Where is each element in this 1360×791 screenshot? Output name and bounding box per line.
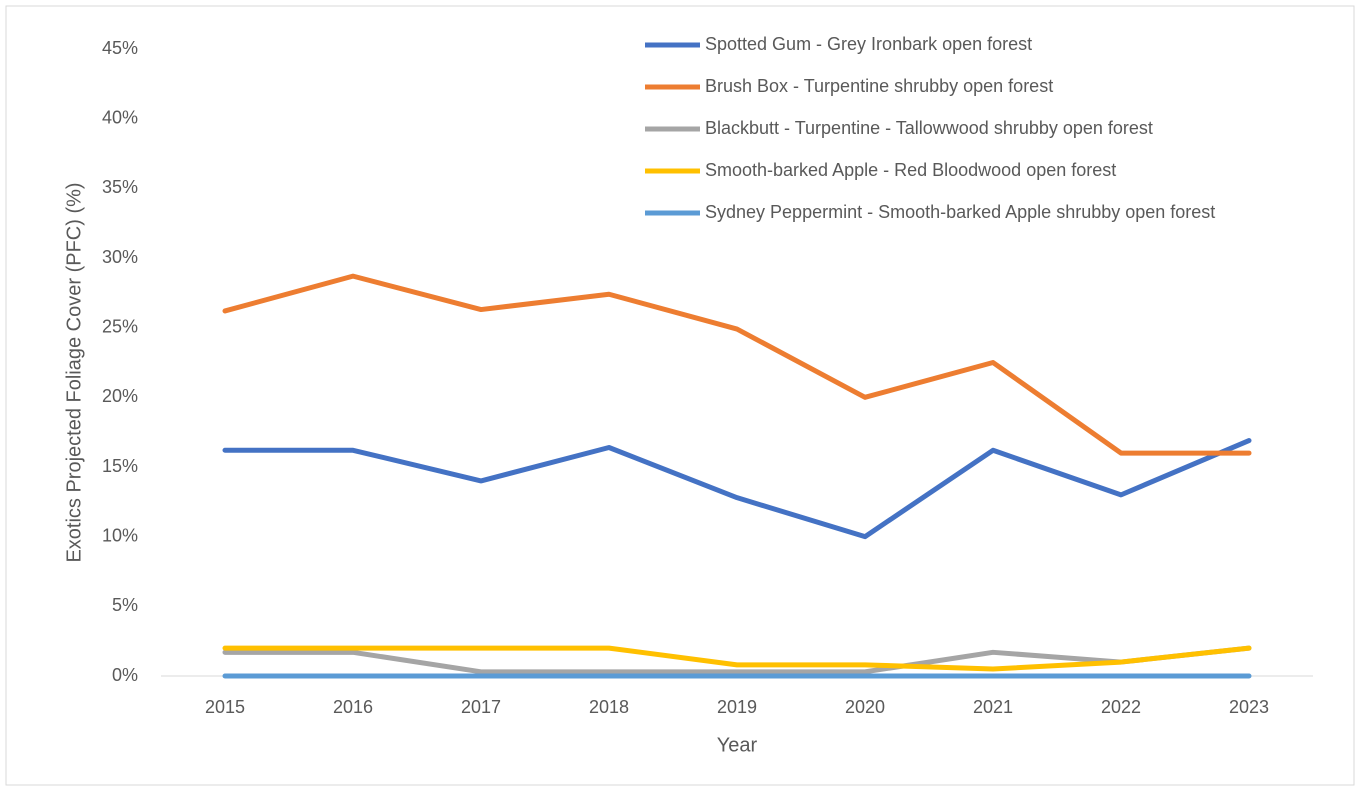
y-tick-label: 30% — [102, 247, 138, 267]
y-tick-label: 10% — [102, 525, 138, 545]
series-line — [222, 273, 1252, 456]
x-tick-label: 2020 — [845, 697, 885, 717]
x-tick-label: 2017 — [461, 697, 501, 717]
x-axis-label: Year — [717, 734, 758, 756]
x-tick-label: 2023 — [1229, 697, 1269, 717]
x-tick-label: 2018 — [589, 697, 629, 717]
series-line — [222, 438, 1252, 540]
x-tick-label: 2021 — [973, 697, 1013, 717]
y-tick-label: 40% — [102, 107, 138, 127]
legend-label: Spotted Gum - Grey Ironbark open forest — [705, 34, 1032, 54]
legend-label: Smooth-barked Apple - Red Bloodwood open… — [705, 160, 1116, 180]
legend-label: Sydney Peppermint - Smooth-barked Apple … — [705, 202, 1215, 222]
x-tick-label: 2022 — [1101, 697, 1141, 717]
y-tick-label: 0% — [112, 665, 138, 685]
y-tick-label: 35% — [102, 177, 138, 197]
x-tick-label: 2016 — [333, 697, 373, 717]
x-tick-label: 2019 — [717, 697, 757, 717]
legend-label: Blackbutt - Turpentine - Tallowwood shru… — [705, 118, 1153, 138]
y-axis-label: Exotics Projected Foliage Cover (PFC) (%… — [63, 182, 85, 562]
y-tick-label: 5% — [112, 595, 138, 615]
y-tick-label: 20% — [102, 386, 138, 406]
legend-label: Brush Box - Turpentine shrubby open fore… — [705, 76, 1053, 96]
y-tick-label: 15% — [102, 456, 138, 476]
y-tick-label: 45% — [102, 38, 138, 58]
series-line — [222, 645, 1252, 672]
series-line — [222, 645, 1252, 675]
x-tick-label: 2015 — [205, 697, 245, 717]
y-tick-label: 25% — [102, 316, 138, 336]
